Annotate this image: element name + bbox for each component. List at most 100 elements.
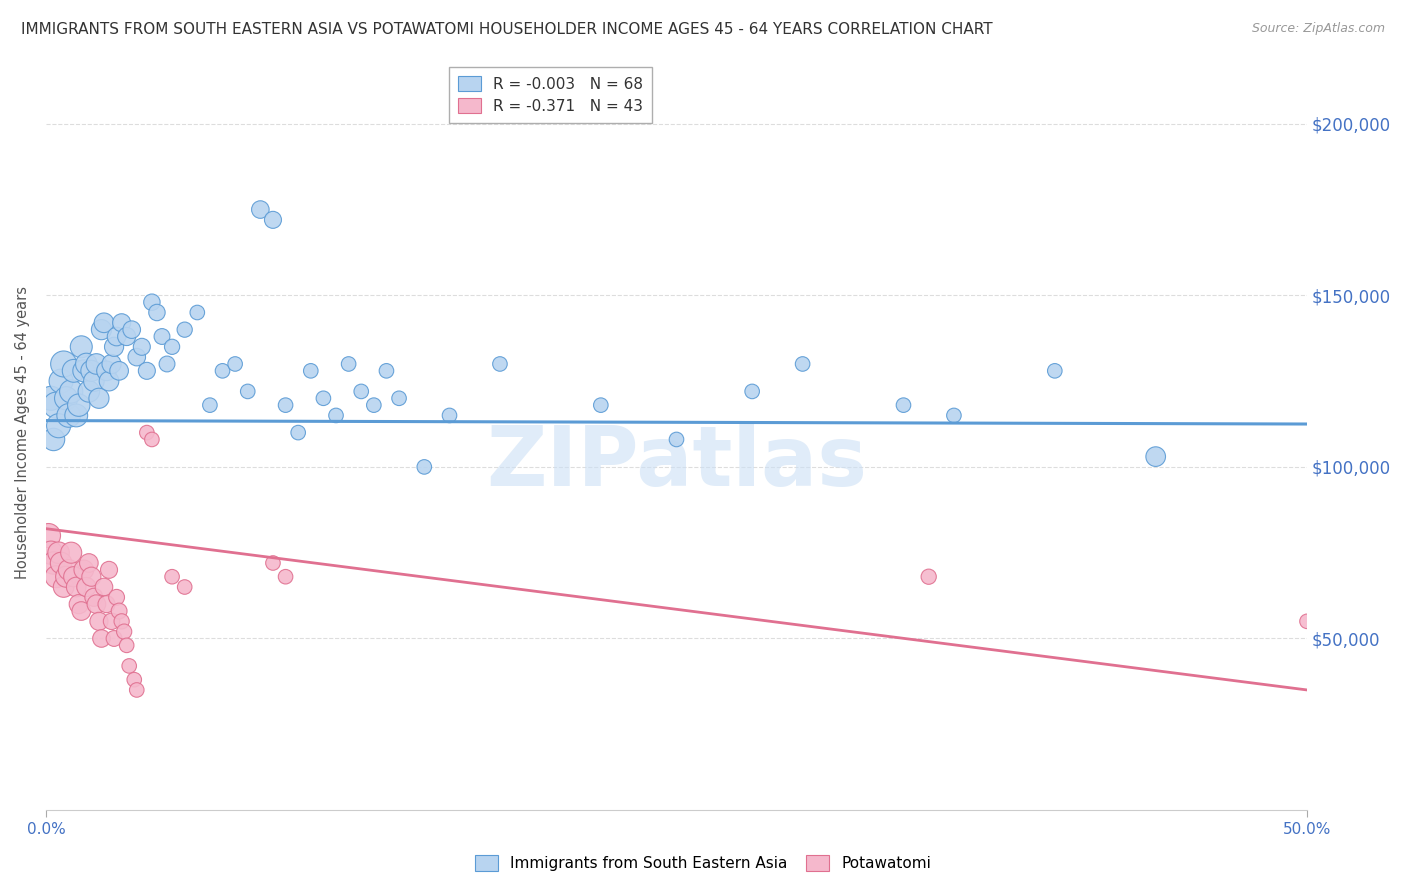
Legend: Immigrants from South Eastern Asia, Potawatomi: Immigrants from South Eastern Asia, Pota… — [470, 849, 936, 877]
Point — [83, 591, 105, 605]
Point — [942, 409, 965, 423]
Point — [211, 364, 233, 378]
Point — [42, 556, 65, 570]
Point — [350, 384, 373, 399]
Point — [70, 604, 93, 618]
Point — [58, 409, 80, 423]
Point — [150, 329, 173, 343]
Point — [1043, 364, 1066, 378]
Point — [103, 632, 125, 646]
Point — [65, 580, 87, 594]
Point — [918, 570, 941, 584]
Point — [70, 340, 93, 354]
Point — [103, 340, 125, 354]
Point — [118, 659, 141, 673]
Point — [96, 364, 118, 378]
Point — [52, 580, 75, 594]
Point — [77, 556, 100, 570]
Point — [105, 329, 128, 343]
Point — [312, 392, 335, 406]
Point — [37, 528, 59, 542]
Point — [363, 398, 385, 412]
Point — [111, 615, 134, 629]
Point — [135, 425, 157, 440]
Point — [100, 357, 122, 371]
Point — [274, 570, 297, 584]
Point — [62, 570, 84, 584]
Point — [90, 323, 112, 337]
Point — [665, 433, 688, 447]
Point — [49, 374, 72, 388]
Point — [160, 570, 183, 584]
Point — [80, 570, 103, 584]
Point — [122, 673, 145, 687]
Point — [111, 316, 134, 330]
Point — [87, 392, 110, 406]
Point — [42, 433, 65, 447]
Point — [93, 580, 115, 594]
Point — [58, 563, 80, 577]
Point — [589, 398, 612, 412]
Point — [49, 556, 72, 570]
Point — [413, 459, 436, 474]
Point — [60, 384, 83, 399]
Point — [108, 364, 131, 378]
Point — [93, 316, 115, 330]
Point — [87, 615, 110, 629]
Point — [141, 433, 163, 447]
Point — [115, 329, 138, 343]
Point — [1144, 450, 1167, 464]
Point — [98, 563, 121, 577]
Point — [86, 357, 108, 371]
Point — [262, 556, 284, 570]
Point — [135, 364, 157, 378]
Point — [108, 604, 131, 618]
Point — [388, 392, 411, 406]
Point — [224, 357, 246, 371]
Point — [299, 364, 322, 378]
Point — [325, 409, 347, 423]
Point — [173, 323, 195, 337]
Point — [73, 563, 96, 577]
Point — [98, 374, 121, 388]
Point — [792, 357, 814, 371]
Point — [86, 597, 108, 611]
Point — [173, 580, 195, 594]
Point — [90, 632, 112, 646]
Point — [249, 202, 271, 217]
Point — [55, 392, 77, 406]
Point — [274, 398, 297, 412]
Point — [236, 384, 259, 399]
Point — [198, 398, 221, 412]
Point — [75, 580, 97, 594]
Point — [48, 546, 70, 560]
Point — [60, 546, 83, 560]
Point — [67, 597, 90, 611]
Point — [83, 374, 105, 388]
Point — [48, 418, 70, 433]
Point — [75, 357, 97, 371]
Point — [96, 597, 118, 611]
Point — [146, 305, 169, 319]
Point — [105, 591, 128, 605]
Point — [287, 425, 309, 440]
Point — [121, 323, 143, 337]
Point — [112, 624, 135, 639]
Point — [45, 398, 67, 412]
Legend: R = -0.003   N = 68, R = -0.371   N = 43: R = -0.003 N = 68, R = -0.371 N = 43 — [449, 67, 652, 123]
Point — [893, 398, 915, 412]
Point — [55, 570, 77, 584]
Point — [156, 357, 179, 371]
Point — [65, 409, 87, 423]
Point — [489, 357, 512, 371]
Point — [52, 357, 75, 371]
Point — [375, 364, 398, 378]
Point — [131, 340, 153, 354]
Point — [45, 570, 67, 584]
Point — [125, 350, 148, 364]
Point — [100, 615, 122, 629]
Point — [67, 398, 90, 412]
Point — [115, 638, 138, 652]
Point — [62, 364, 84, 378]
Point — [73, 364, 96, 378]
